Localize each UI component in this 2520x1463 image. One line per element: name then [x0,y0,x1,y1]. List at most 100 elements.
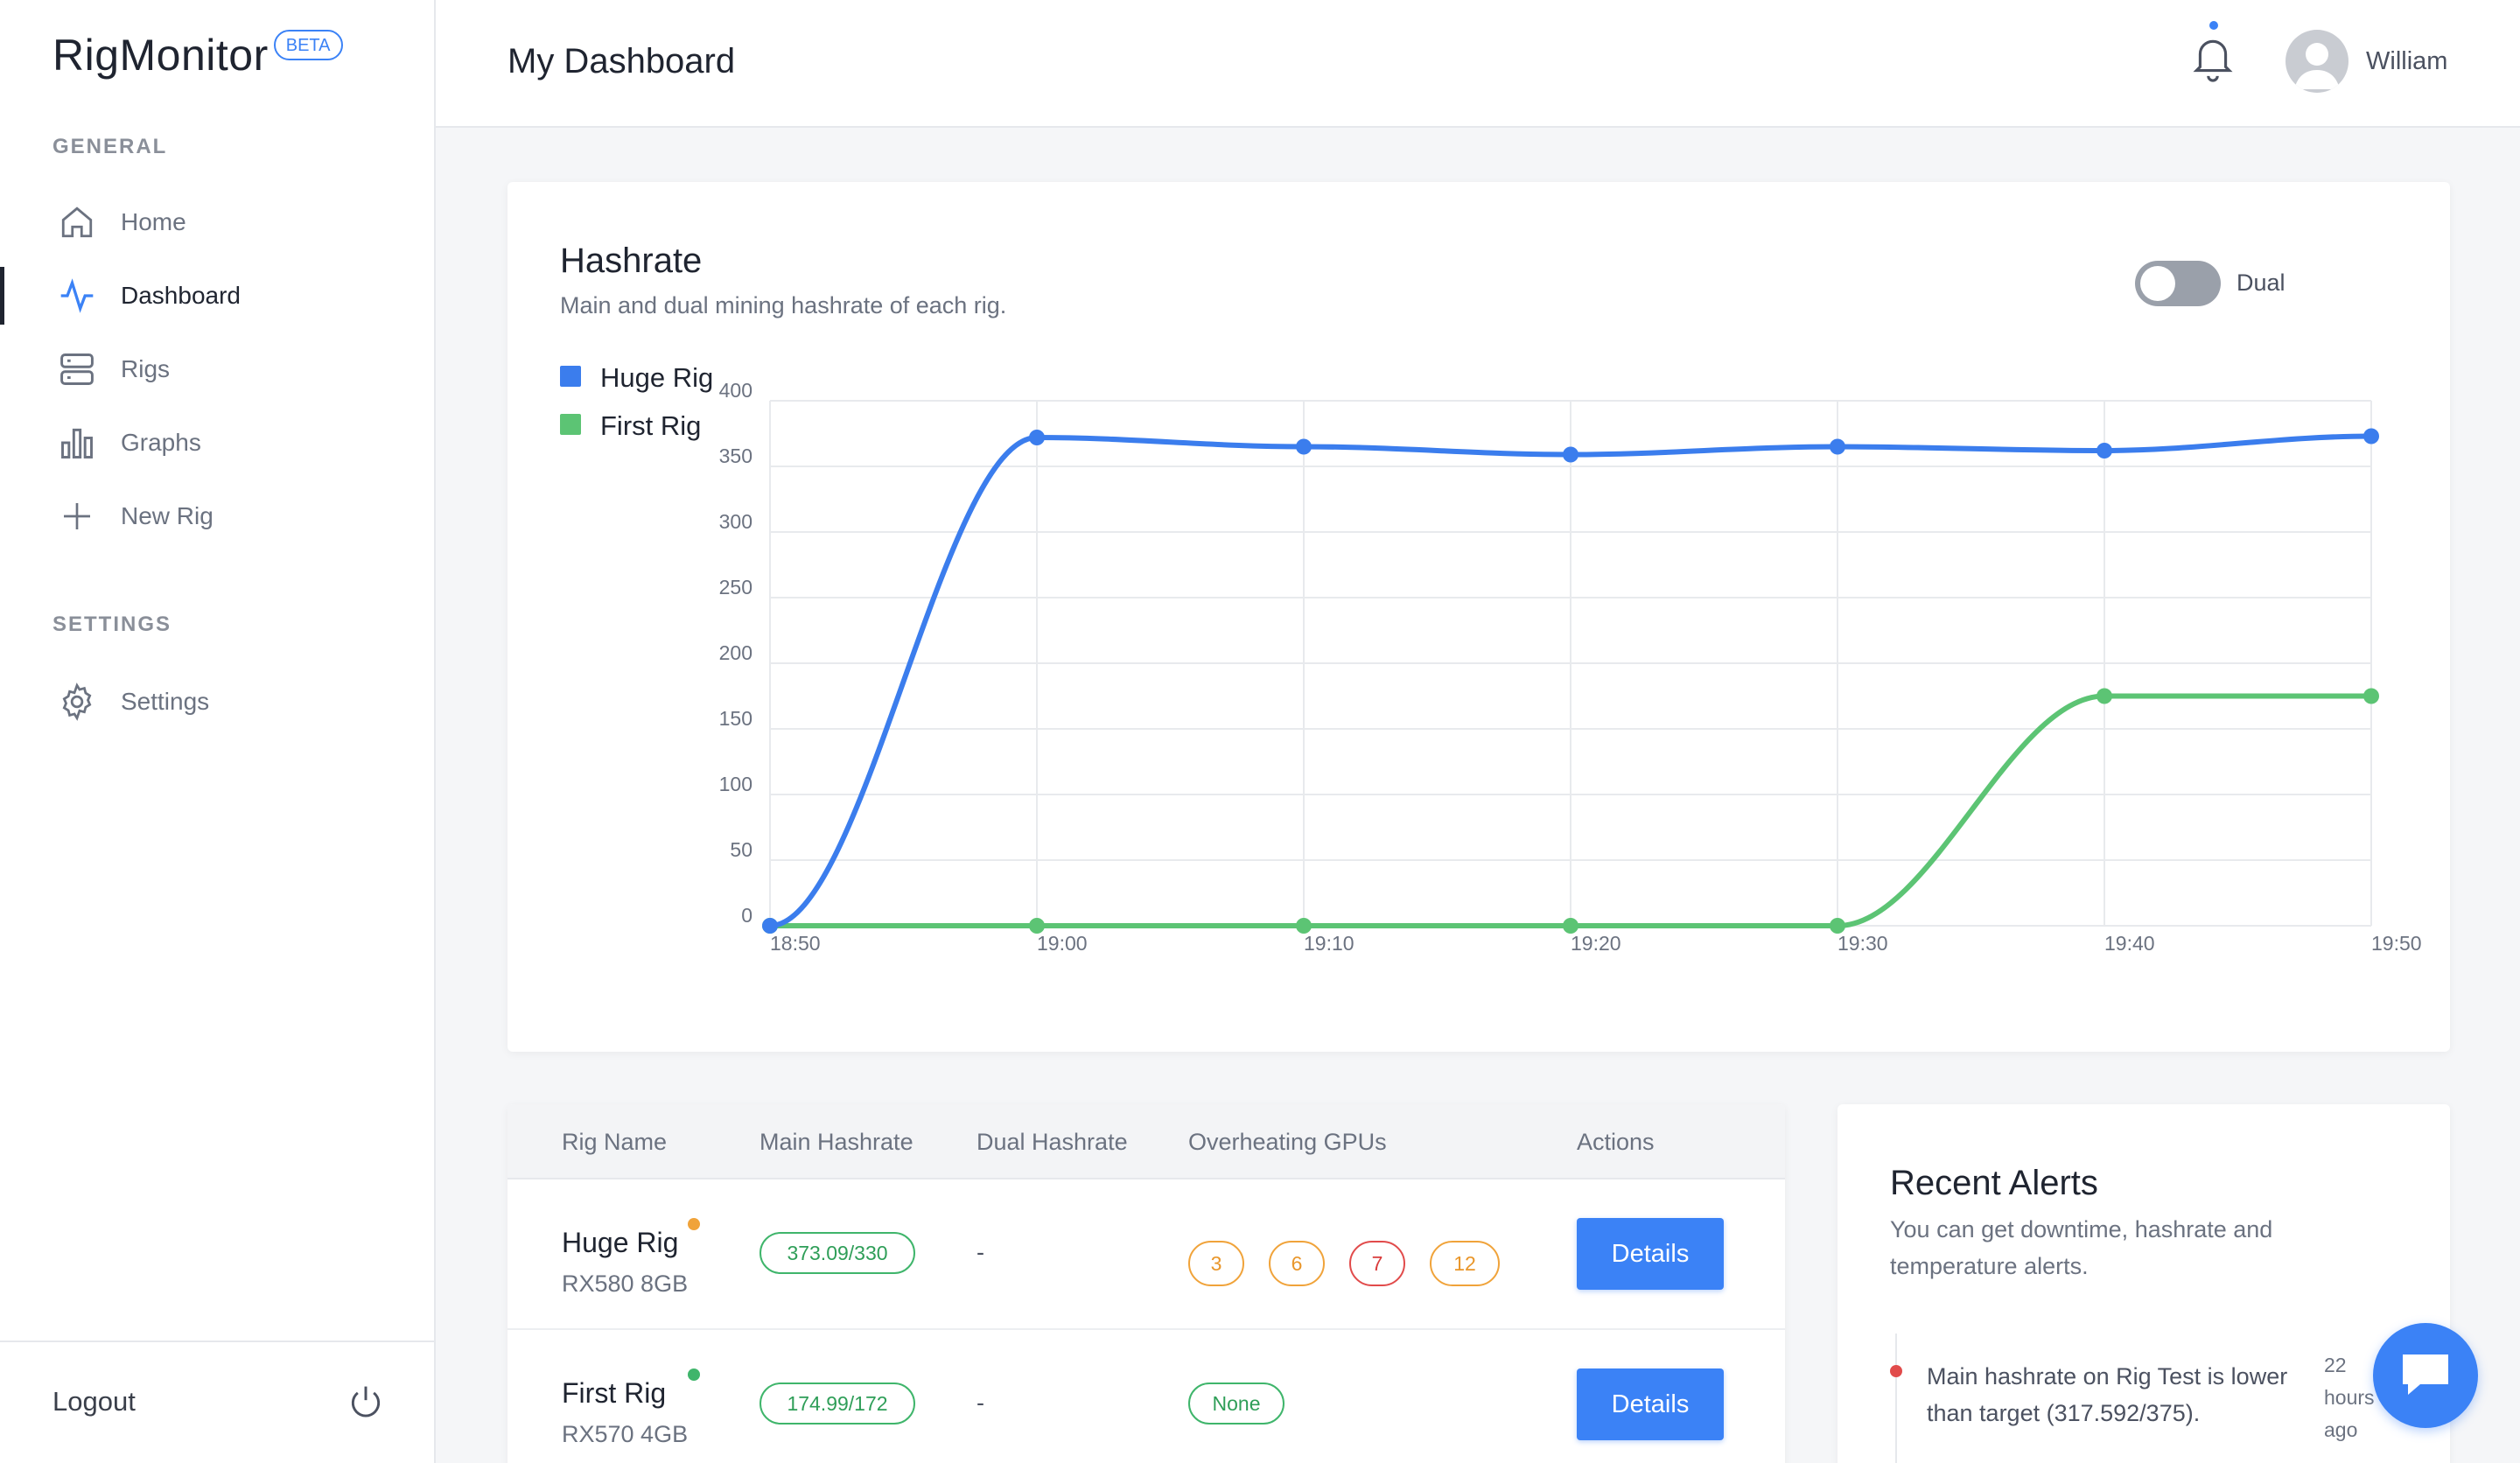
x-tick-label: 19:40 [2104,932,2155,955]
brand[interactable]: RigMonitor BETA [52,30,343,80]
bell-icon[interactable] [2191,32,2235,84]
legend-label[interactable]: Huge Rig [600,362,713,393]
data-point[interactable] [1029,918,1045,934]
gpu-none-badge: None [1188,1382,1284,1424]
gpu-badge: 3 [1188,1241,1244,1286]
series-line [769,433,2372,928]
rig-name[interactable]: First Rig [562,1377,667,1409]
data-point[interactable] [1563,446,1578,463]
details-button[interactable]: Details [1577,1218,1724,1290]
sidebar-item-label: Home [121,208,186,235]
sidebar-item-dashboard[interactable]: Dashboard [0,267,434,325]
details-button[interactable]: Details [1577,1368,1724,1440]
legend-swatch [560,366,581,387]
col-actions: Actions [1577,1129,1655,1155]
status-dot [688,1218,700,1230]
status-dot [688,1368,700,1381]
alerts-subtitle: You can get downtime, hashrate and tempe… [1890,1216,2273,1279]
hashrate-card: Hashrate Main and dual mining hashrate o… [508,182,2450,1052]
rig-gpu: RX580 8GB [562,1270,689,1297]
gear-icon [58,682,96,721]
y-tick-label: 0 [741,904,752,927]
page-title: My Dashboard [508,42,736,80]
username[interactable]: William [2366,47,2448,75]
alert-dot [1890,1365,1902,1377]
data-point[interactable] [1830,438,1845,455]
section-label-general: GENERAL [52,135,168,158]
x-tick-label: 19:00 [1037,932,1088,955]
dual-hashrate: - [976,1239,984,1265]
beta-badge: BETA [273,30,343,60]
data-point[interactable] [2096,688,2112,704]
table-row: Huge Rig RX580 8GB 373.09/330 - 3 6 7 12… [508,1180,1785,1330]
sidebar-item-label: Settings [121,688,210,715]
server-icon [58,350,96,388]
sidebar-item-home[interactable]: Home [0,193,434,251]
sidebar-item-rigs[interactable]: Rigs [0,340,434,398]
notification-dot [2209,21,2218,30]
data-point[interactable] [2096,443,2112,458]
main-hashrate-badge: 174.99/172 [760,1382,915,1424]
y-tick-label: 50 [730,838,752,861]
avatar[interactable] [2286,30,2348,93]
gpu-badge: 7 [1349,1241,1405,1286]
dual-toggle[interactable] [2135,261,2221,306]
dual-hashrate: - [976,1390,984,1416]
y-tick-label: 200 [719,641,752,664]
alerts-card: Recent Alerts You can get downtime, hash… [1838,1104,2450,1463]
col-dual-hashrate[interactable]: Dual Hashrate [976,1129,1128,1155]
rig-gpu: RX570 4GB [562,1421,689,1447]
rig-name[interactable]: Huge Rig [562,1227,679,1258]
data-point[interactable] [1563,918,1578,934]
data-point[interactable] [1830,918,1845,934]
chart-subtitle: Main and dual mining hashrate of each ri… [560,292,1007,318]
x-tick-label: 19:20 [1571,932,1621,955]
data-point[interactable] [1296,918,1312,934]
gpu-badge: 12 [1430,1241,1500,1286]
alert-text[interactable]: Main hashrate on Rig Test is lower than … [1927,1363,2288,1426]
chat-button[interactable] [2373,1323,2478,1428]
sidebar-item-graphs[interactable]: Graphs [0,414,434,472]
legend-swatch [560,414,581,435]
top-header: My Dashboard William [436,0,2520,128]
logout-link[interactable]: Logout [52,1386,136,1417]
power-icon[interactable] [346,1382,385,1421]
gpu-badge: 6 [1269,1241,1325,1286]
sidebar-item-label: Rigs [121,355,171,382]
table-header: Rig Name Main Hashrate Dual Hashrate Ove… [508,1104,1785,1180]
col-overheating-gpus[interactable]: Overheating GPUs [1188,1129,1387,1155]
sidebar-item-label: Dashboard [121,282,241,309]
plus-icon [58,497,96,536]
y-tick-label: 400 [719,379,752,402]
section-label-settings: SETTINGS [52,612,172,636]
x-tick-label: 19:10 [1304,932,1354,955]
sidebar-footer: Logout [0,1340,434,1463]
sidebar-item-label: New Rig [121,502,214,529]
activity-icon [58,276,96,315]
data-point[interactable] [762,918,778,934]
alert-time: 22 hours ago [2324,1354,2375,1441]
alerts-title: Recent Alerts [1890,1164,2098,1202]
toggle-knob [2140,266,2175,301]
sidebar-item-label: Graphs [121,429,201,456]
timeline-line [1895,1334,1897,1463]
data-point[interactable] [2363,688,2379,704]
rig-table: Rig Name Main Hashrate Dual Hashrate Ove… [508,1104,1785,1463]
col-main-hashrate[interactable]: Main Hashrate [760,1129,914,1155]
x-tick-label: 18:50 [770,932,821,955]
y-tick-label: 300 [719,510,752,533]
data-point[interactable] [1029,430,1045,445]
sidebar: RigMonitor BETA GENERAL Home Dashboard R… [0,0,436,1463]
sidebar-item-new-rig[interactable]: New Rig [0,487,434,545]
y-tick-label: 250 [719,576,752,598]
data-point[interactable] [1296,438,1312,455]
chat-icon [2399,1349,2452,1403]
legend-label[interactable]: First Rig [600,410,701,441]
dual-toggle-label: Dual [2236,270,2286,296]
data-point[interactable] [2363,428,2379,444]
hashrate-chart: 0 50 100 150 200 250 300 350 400 18:50 19:00 19:10 1… [560,362,2422,955]
col-rig-name[interactable]: Rig Name [562,1129,668,1155]
chart-title: Hashrate [560,242,703,280]
y-tick-label: 150 [719,707,752,730]
sidebar-item-settings[interactable]: Settings [0,673,434,731]
